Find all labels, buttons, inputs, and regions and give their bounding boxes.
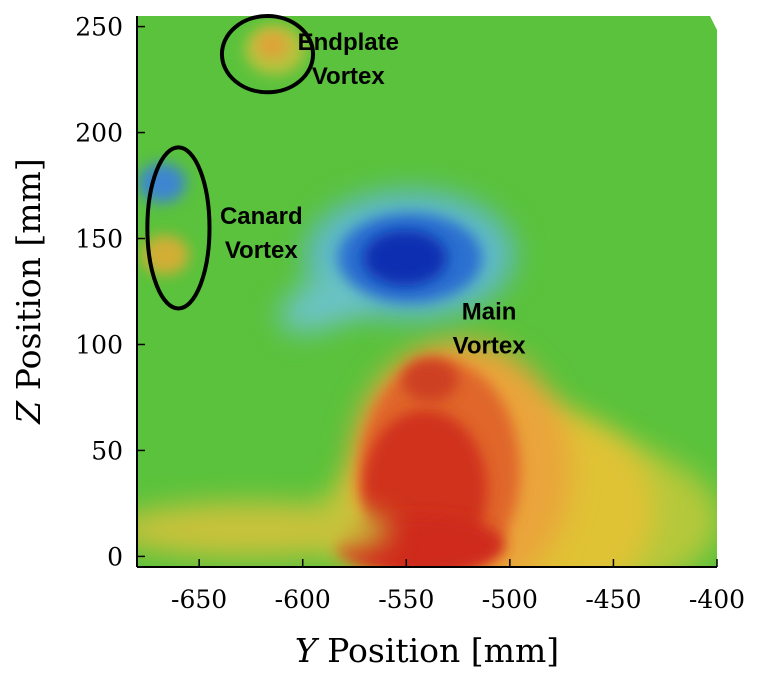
y-tick-label: 200: [75, 119, 123, 148]
annotation-line1: Canard: [220, 203, 303, 230]
x-tick-label: -550: [378, 585, 434, 614]
annotations: Endplate Vortex Canard Vortex Main Vortex: [220, 29, 526, 359]
x-tick-label: -600: [275, 585, 331, 614]
x-ticks: -650 -600 -550 -500 -450 -400: [171, 559, 745, 614]
y-tick-label: 50: [91, 436, 123, 465]
endplate-vortex-field: [245, 25, 305, 75]
y-axis-label-rest: Position [mm]: [9, 158, 48, 400]
endplate-core: [256, 32, 288, 58]
floor-band: [137, 502, 390, 558]
canard-positive: [141, 235, 189, 275]
masked-region: [710, 16, 717, 30]
y-ticks: 0 50 100 150 200 250: [75, 13, 145, 571]
annotation-line1: Main: [462, 298, 517, 325]
annotation-line2: Vortex: [312, 63, 386, 90]
x-tick-label: -500: [482, 585, 538, 614]
y-tick-label: 100: [75, 330, 123, 359]
y-tick-label: 150: [75, 225, 123, 254]
canard-vortex-ellipse: [145, 145, 212, 311]
main-vortex-field: [320, 340, 717, 567]
y-tick-label: 250: [75, 13, 123, 42]
y-axis-label: Z Position [mm]: [9, 158, 48, 424]
annotation-ellipses: [145, 14, 316, 311]
annotation-line2: Vortex: [225, 237, 299, 264]
x-tick-label: -650: [171, 585, 227, 614]
main-vortex-top: [402, 358, 458, 402]
y-axis-label-var: Z: [9, 400, 48, 425]
heatmap-field: [137, 16, 717, 567]
annotation-line2: Vortex: [453, 332, 527, 359]
x-tick-label: -400: [689, 585, 745, 614]
axes-frame: [136, 16, 717, 568]
x-tick-label: -450: [585, 585, 641, 614]
x-axis-label-var: Y: [295, 631, 320, 670]
x-axis-label-rest: Position [mm]: [317, 631, 559, 670]
negative-vortex-core: [363, 230, 447, 286]
endplate-vortex-ellipse: [219, 14, 316, 95]
canard-negative: [138, 163, 186, 203]
y-tick-label: 0: [107, 542, 123, 571]
annotation-line1: Endplate: [298, 29, 399, 56]
negative-vortex-field: [279, 190, 515, 333]
x-axis-label: Y Position [mm]: [295, 631, 559, 670]
